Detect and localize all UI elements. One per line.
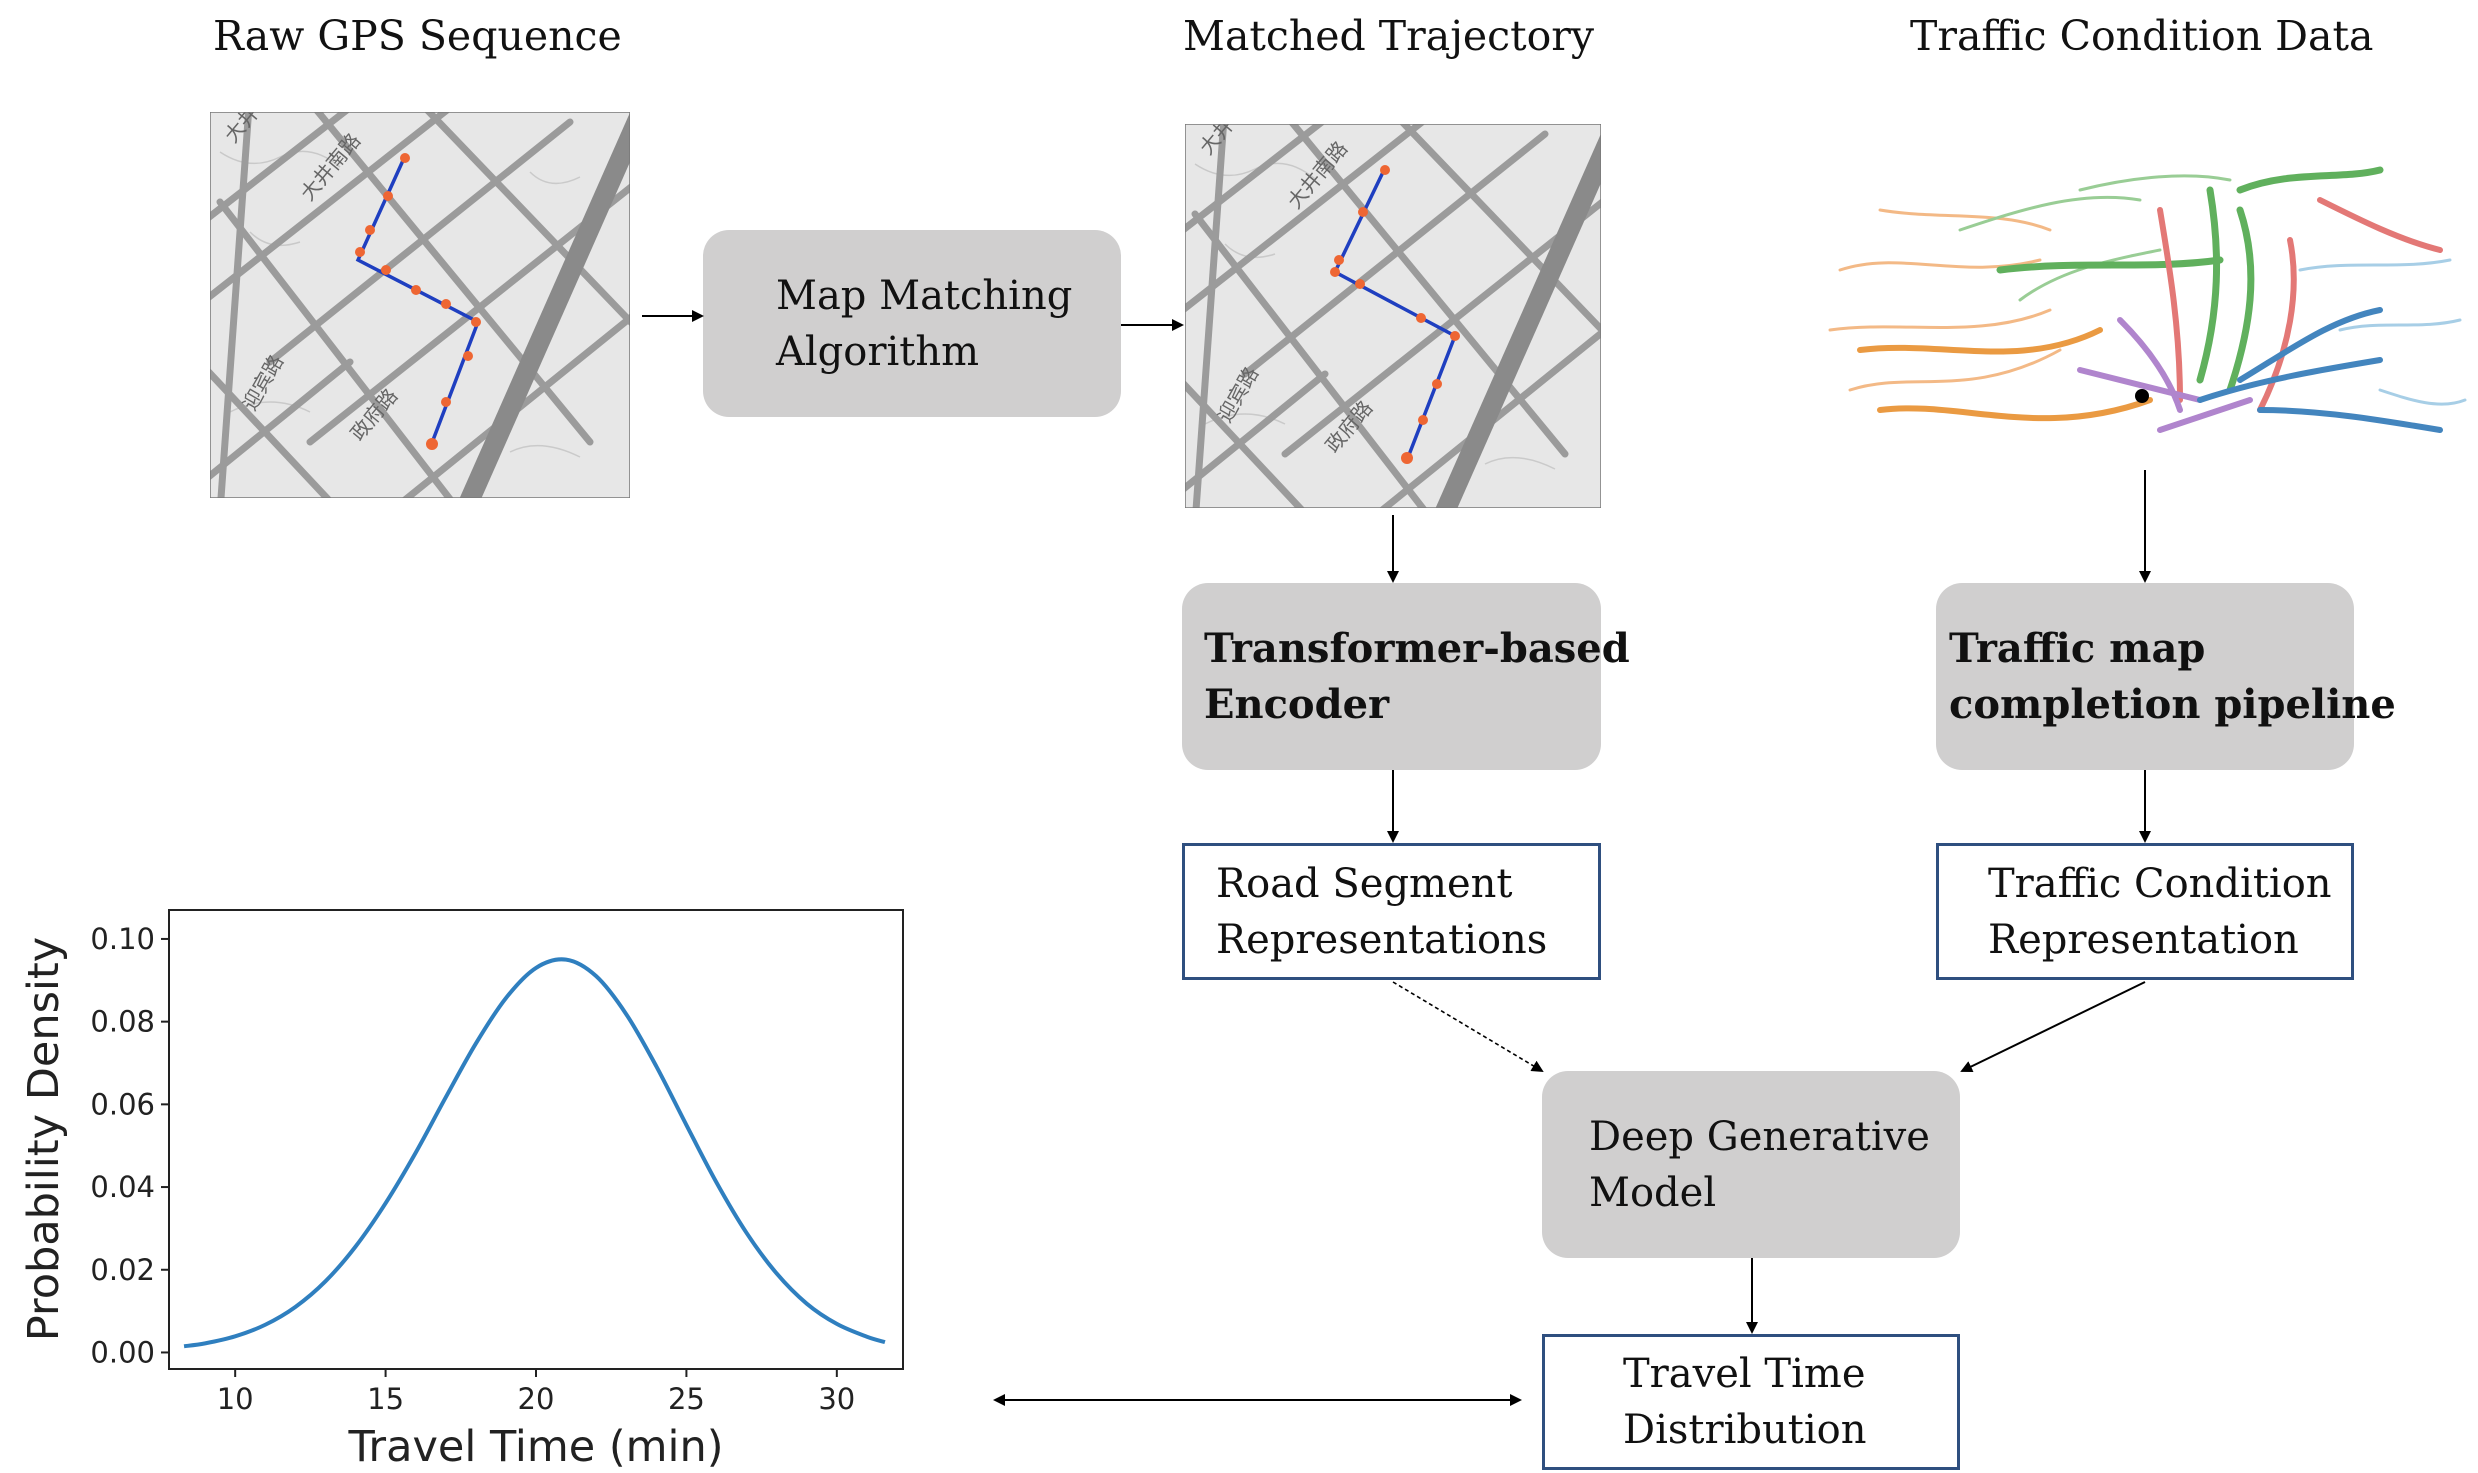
y-tick-label: 0.08 bbox=[90, 1005, 155, 1039]
dgm-label-line2: Model bbox=[1589, 1169, 1717, 1216]
y-tick-label: 0.00 bbox=[90, 1335, 155, 1369]
x-tick-label: 25 bbox=[668, 1382, 705, 1416]
travel-time-distribution-box: Travel Time Distribution bbox=[1542, 1334, 1960, 1470]
raw-gps-title: Raw GPS Sequence bbox=[213, 12, 622, 60]
traffic-condition-representation-box: Traffic Condition Representation bbox=[1936, 843, 2354, 980]
ttd-label-line2: Distribution bbox=[1623, 1407, 1867, 1453]
map-matching-label-line2: Algorithm bbox=[776, 328, 980, 375]
y-tick-label: 0.02 bbox=[90, 1253, 155, 1287]
traffic-network-image bbox=[1828, 166, 2467, 433]
matched-trajectory-map-image: 大井南路 大井南路 迎宾路 政府路 bbox=[1185, 124, 1601, 508]
arrow-trafficrep-to-dgm bbox=[1960, 981, 2146, 1073]
encoder-label-line1: Transformer-based bbox=[1204, 624, 1630, 672]
y-tick-label: 0.04 bbox=[90, 1170, 155, 1204]
road-seg-label-line2: Representations bbox=[1216, 916, 1548, 963]
x-axis-label: Travel Time (min) bbox=[347, 1422, 723, 1472]
traffic-condition-title: Traffic Condition Data bbox=[1910, 12, 2374, 60]
plot-frame bbox=[168, 909, 904, 1370]
x-tick-label: 15 bbox=[367, 1382, 404, 1416]
raw-gps-map-image: 大井南路 大井南路 迎宾路 政府路 bbox=[210, 112, 630, 498]
map-matching-algorithm-box: Map Matching Algorithm bbox=[703, 230, 1121, 417]
arrow-roadseg-to-dgm bbox=[1392, 981, 1544, 1073]
traffic-rep-label-line2: Representation bbox=[1988, 916, 2299, 963]
y-tick-label: 0.06 bbox=[90, 1087, 155, 1121]
ttd-label-line1: Travel Time bbox=[1623, 1351, 1866, 1397]
y-tick-label: 0.10 bbox=[90, 922, 155, 956]
y-axis-label: Probability Density bbox=[19, 937, 69, 1341]
traffic-map-completion-box: Traffic map completion pipeline bbox=[1936, 583, 2396, 770]
traffic-rep-label-line1: Traffic Condition bbox=[1988, 860, 2332, 907]
completion-label-line1: Traffic map bbox=[1949, 624, 2206, 672]
x-tick-label: 30 bbox=[818, 1382, 855, 1416]
x-tick-label: 20 bbox=[518, 1382, 555, 1416]
completion-label-line2: completion pipeline bbox=[1949, 680, 2396, 728]
road-seg-label-line1: Road Segment bbox=[1216, 860, 1513, 907]
density-curve-series bbox=[183, 957, 886, 1349]
matched-trajectory-title: Matched Trajectory bbox=[1183, 12, 1595, 60]
deep-generative-model-box: Deep Generative Model bbox=[1542, 1071, 1960, 1258]
transformer-encoder-box: Transformer-based Encoder bbox=[1182, 583, 1630, 770]
encoder-label-line2: Encoder bbox=[1204, 680, 1390, 728]
dgm-label-line1: Deep Generative bbox=[1589, 1113, 1930, 1160]
road-segment-representations-box: Road Segment Representations bbox=[1182, 843, 1601, 980]
map-matching-label-line1: Map Matching bbox=[776, 272, 1073, 319]
x-tick-label: 10 bbox=[217, 1382, 254, 1416]
